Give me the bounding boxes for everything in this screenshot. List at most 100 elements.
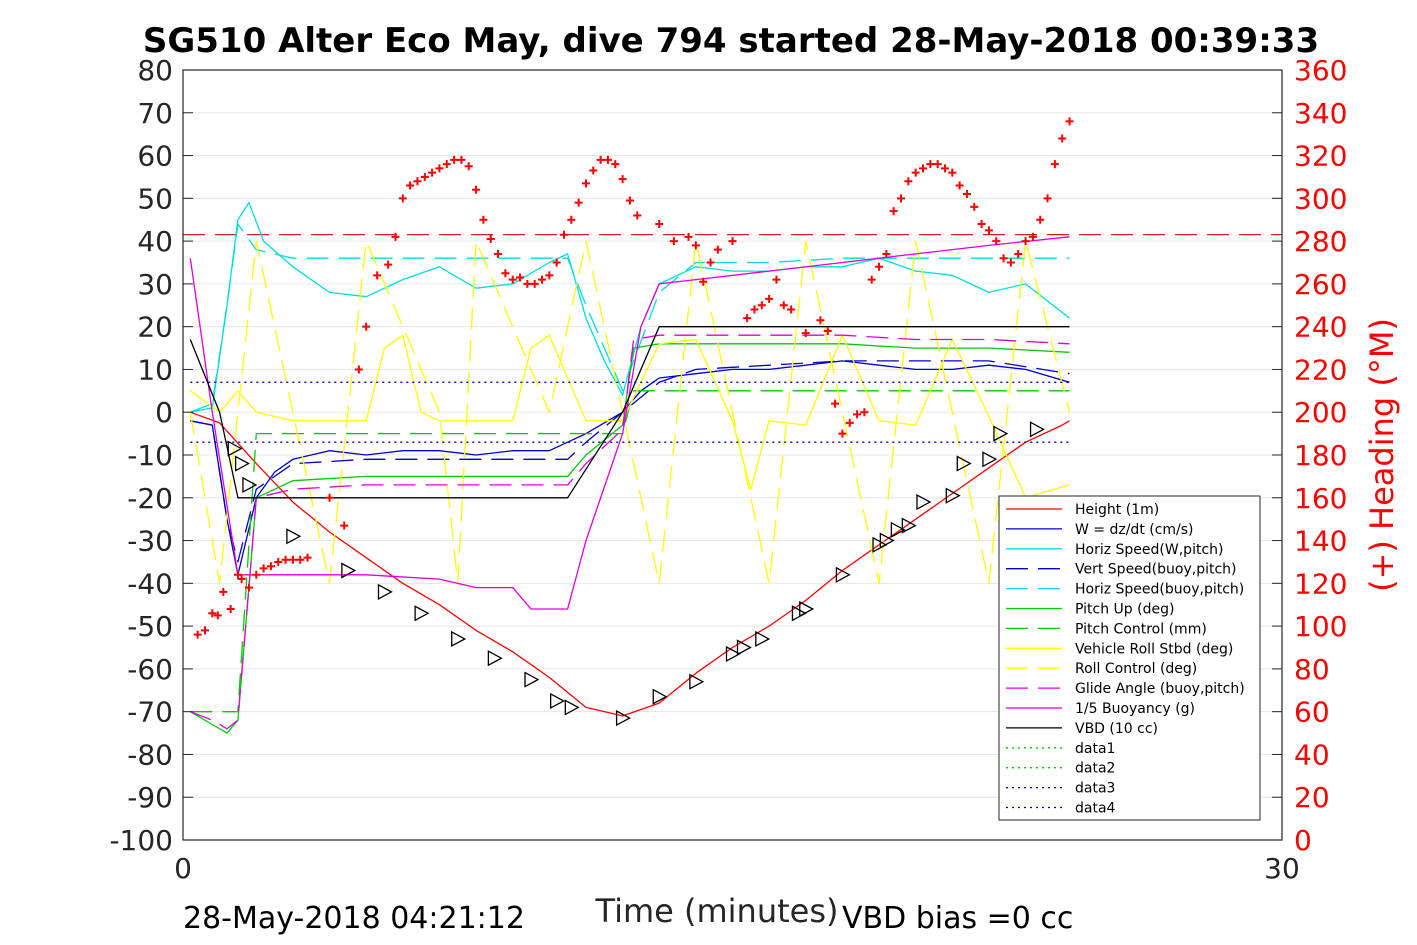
heading-point [457, 155, 466, 164]
legend-label: Vert Speed(buoy,pitch) [1075, 562, 1237, 578]
heading-point [538, 275, 547, 284]
heading-point [233, 570, 242, 579]
y2-tick-label: 0 [1294, 824, 1312, 857]
y-tick-label: -50 [127, 610, 173, 643]
y2-tick-label: 220 [1294, 353, 1347, 386]
triangle-marker [615, 709, 631, 727]
y2-tick-label: 360 [1294, 54, 1347, 87]
triangle-marker [945, 487, 961, 504]
y-tick-label: 10 [137, 353, 173, 386]
heading-point [252, 570, 261, 579]
heading-point [655, 220, 664, 228]
heading-point [706, 258, 715, 267]
heading-point [838, 429, 847, 438]
x-axis: 0 30 [174, 830, 1300, 885]
heading-point [1036, 215, 1045, 224]
heading-point [296, 555, 305, 564]
heading-point [200, 626, 209, 635]
heading-point [494, 249, 503, 258]
heading-point [1006, 258, 1015, 267]
y2-tick-label: 100 [1294, 610, 1347, 643]
heading-point [1058, 134, 1067, 143]
heading-point [288, 555, 297, 564]
legend-label: Height (1m) [1075, 502, 1159, 518]
heading-point [625, 196, 634, 205]
legend-label: 1/5 Buoyancy (g) [1075, 701, 1195, 717]
y-tick-label: -60 [127, 653, 173, 686]
heading-point [713, 245, 722, 254]
triangle-marker [487, 650, 503, 667]
heading-point [508, 275, 517, 284]
heading-point [889, 207, 898, 216]
heading-point [384, 260, 393, 269]
y-axis-left: 80 70 60 50 40 30 20 10 0 -10 -20 -30 -40 -50 -60 -70 -8… [109, 54, 193, 857]
series-line-11 [189, 326, 1070, 499]
triangle-marker [451, 630, 467, 648]
footer-vbd-bias: VBD bias =0 cc [842, 901, 1073, 936]
y2-tick-label: 200 [1294, 396, 1347, 429]
triangle-marker [879, 532, 895, 549]
triangle-marker [524, 671, 540, 688]
legend-label: data1 [1075, 741, 1115, 757]
heading-point [237, 575, 246, 584]
heading-point [552, 258, 561, 267]
heading-point [1021, 237, 1030, 246]
triangle-marker [725, 645, 741, 663]
heading-point [699, 277, 708, 286]
heading-point [581, 179, 590, 188]
heading-point [213, 611, 222, 620]
heading-point [977, 220, 986, 228]
heading-point [882, 249, 891, 258]
heading-point [816, 316, 825, 325]
triangle-marker [982, 451, 998, 468]
y-tick-label: 20 [137, 311, 173, 344]
legend-label: data2 [1075, 761, 1115, 777]
heading-point [999, 254, 1008, 263]
heading-point [219, 587, 228, 596]
heading-points [193, 117, 1074, 639]
series-line-5 [189, 343, 1070, 734]
legend-label: VBD (10 cc) [1075, 721, 1158, 737]
heading-point [274, 557, 283, 566]
legend-label: Vehicle Roll Stbd (deg) [1075, 641, 1233, 657]
heading-point [757, 301, 766, 310]
heading-point [479, 215, 488, 224]
heading-point [823, 326, 832, 335]
triangle-marker [564, 699, 580, 716]
heading-point [853, 410, 862, 419]
legend-label: Horiz Speed(buoy,pitch) [1075, 582, 1244, 598]
heading-point [831, 399, 840, 408]
heading-point [413, 177, 422, 186]
heading-point [354, 365, 363, 374]
heading-point [435, 164, 444, 173]
right-axis-label: (+) Heading (°M) [1363, 318, 1401, 592]
footer-timestamp: 28-May-2018 04:21:12 [183, 901, 525, 936]
y2-tick-label: 280 [1294, 225, 1347, 258]
heading-point [1065, 117, 1074, 126]
y2-tick-label: 80 [1294, 653, 1330, 686]
triangle-marker [377, 583, 393, 600]
y-tick-label: 30 [137, 268, 173, 301]
heading-point [472, 185, 481, 194]
y2-tick-label: 160 [1294, 482, 1347, 515]
heading-point [559, 230, 568, 239]
series-line-3 [190, 360, 1070, 563]
heading-point [779, 301, 788, 310]
triangle-marker [1029, 421, 1045, 438]
heading-point [530, 279, 539, 288]
series-line-10 [189, 236, 1070, 610]
series-line-0 [190, 411, 1070, 717]
series-line-2 [190, 201, 1070, 413]
chart-title: SG510 Alter Eco May, dive 794 started 28… [143, 21, 1319, 61]
heading-point [948, 168, 957, 177]
legend-label: Glide Angle (buoy,pitch) [1075, 681, 1245, 697]
heading-point [589, 166, 598, 175]
heading-point [303, 553, 312, 562]
series-line-4 [190, 223, 1070, 413]
triangle-marker [550, 692, 566, 710]
heading-point [340, 521, 349, 530]
heading-point [743, 314, 752, 323]
heading-point [574, 198, 583, 207]
triangle-marker [227, 440, 243, 457]
